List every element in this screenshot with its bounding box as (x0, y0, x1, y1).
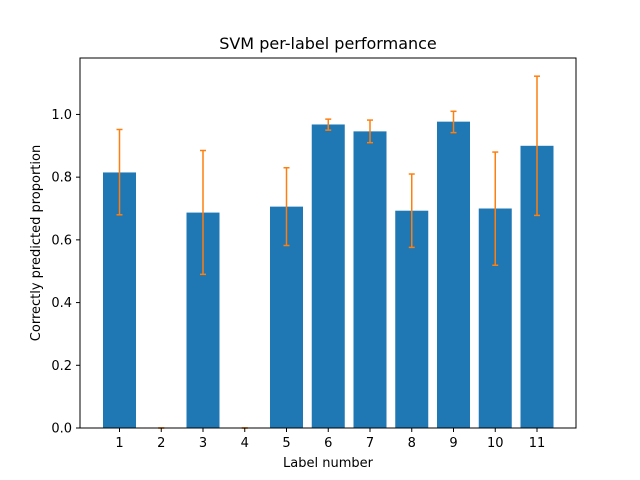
y-tick-label: 0.8 (51, 171, 72, 186)
bar-label-9 (437, 121, 470, 429)
x-tick-label: 7 (366, 436, 374, 451)
x-tick-label: 1 (115, 436, 123, 451)
chart-title: SVM per-label performance (219, 34, 437, 53)
y-tick-label: 1.0 (51, 108, 72, 123)
error-bar-label-8 (408, 173, 415, 249)
x-axis-label: Label number (283, 456, 374, 471)
x-axis-ticks: 1 2 3 4 5 6 7 8 9 10 11 (115, 428, 545, 451)
y-tick-label: 0.0 (51, 422, 72, 437)
error-bar-label-1 (116, 128, 123, 216)
y-axis-label: Correctly predicted proportion (29, 145, 44, 341)
bar-label-7 (353, 131, 387, 429)
y-axis-ticks: 0.0 0.2 0.4 0.6 0.8 1.0 (51, 108, 80, 437)
x-tick-label: 9 (449, 436, 457, 451)
x-tick-label: 2 (157, 436, 165, 451)
x-tick-label: 11 (529, 436, 546, 451)
x-tick-label: 5 (282, 436, 290, 451)
bar-label-6 (311, 124, 345, 428)
x-tick-label: 8 (408, 436, 416, 451)
error-bar-label-7 (367, 119, 373, 144)
y-tick-label: 0.2 (51, 359, 72, 374)
x-tick-label: 3 (199, 436, 207, 451)
x-tick-label: 6 (324, 436, 332, 451)
error-bar-label-3 (200, 149, 206, 276)
error-bar-label-10 (492, 151, 499, 267)
error-bar-label-5 (283, 166, 290, 247)
y-tick-label: 0.6 (51, 233, 72, 248)
x-tick-label: 4 (241, 436, 249, 451)
error-bar-label-6 (325, 118, 332, 131)
error-bar-label-9 (450, 110, 457, 134)
bars-group (103, 121, 554, 429)
y-tick-label: 0.4 (51, 296, 72, 311)
x-tick-label: 10 (487, 436, 504, 451)
error-bar-label-11 (534, 75, 540, 217)
